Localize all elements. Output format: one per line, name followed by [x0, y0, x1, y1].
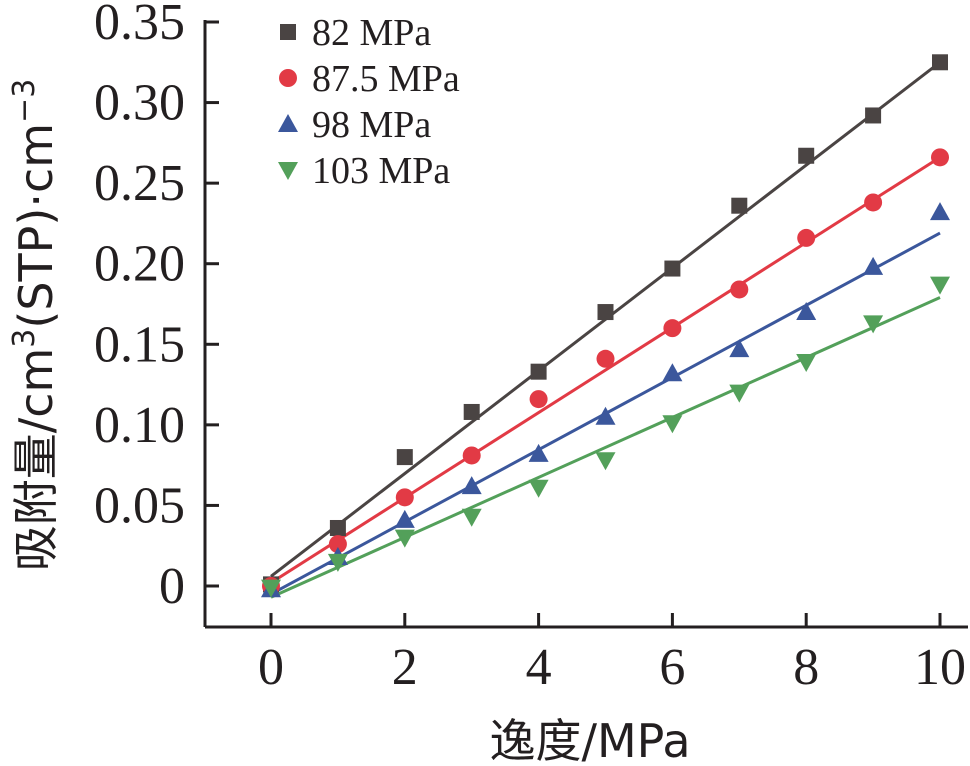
data-point-82-mpa — [597, 304, 614, 321]
data-point-82-mpa — [731, 197, 748, 214]
data-point-103-mpa — [662, 415, 683, 434]
data-point-103-mpa — [595, 452, 616, 471]
data-point-103-mpa — [796, 354, 817, 373]
legend-label-82-mpa: 82 MPa — [312, 12, 431, 54]
x-tick-label: 0 — [258, 639, 284, 696]
data-point-98-mpa — [796, 302, 817, 321]
legend-marker-98-mpa — [278, 114, 298, 132]
y-tick-label: 0.35 — [94, 0, 185, 51]
legend-marker-103-mpa — [278, 162, 298, 180]
legend-marker-82-mpa — [280, 24, 296, 40]
x-ticks: 0 2 4 6 8 10 — [258, 613, 966, 696]
data-point-98-mpa — [662, 363, 683, 382]
data-point-87-5-mpa — [328, 535, 347, 554]
data-point-103-mpa — [729, 384, 750, 403]
data-point-87-5-mpa — [462, 446, 481, 465]
data-point-87-5-mpa — [730, 280, 749, 299]
axes — [203, 20, 968, 629]
data-point-87-5-mpa — [395, 488, 414, 507]
y-tick-label: 0.20 — [94, 236, 185, 293]
data-point-98-mpa — [863, 256, 884, 275]
data-point-103-mpa — [461, 508, 482, 527]
data-point-98-mpa — [729, 339, 750, 358]
data-point-82-mpa — [329, 519, 346, 536]
legend-marker-87-5-mpa — [279, 69, 297, 87]
data-point-82-mpa — [463, 403, 480, 420]
data-point-103-mpa — [528, 479, 549, 498]
data-point-87-5-mpa — [529, 390, 548, 409]
data-point-87-5-mpa — [596, 349, 615, 368]
data-point-103-mpa — [261, 579, 281, 598]
y-axis-title-sup2: −3 — [7, 79, 42, 123]
data-point-82-mpa — [530, 363, 547, 380]
data-point-87-5-mpa — [797, 228, 816, 247]
legend-label-103-mpa: 103 MPa — [312, 150, 450, 192]
data-point-82-mpa — [798, 147, 815, 164]
y-axis-title: 吸附量/cm3(STP)·cm−3 — [7, 79, 63, 572]
x-tick-label: 8 — [793, 639, 819, 696]
y-axis-title-unit: (STP)·cm — [9, 123, 63, 329]
y-axis-title-main: 吸附量/cm — [9, 348, 63, 572]
y-tick-label: 0.10 — [94, 397, 185, 454]
x-axis-title: 逸度/MPa — [489, 714, 690, 766]
data-point-87-5-mpa — [663, 319, 682, 338]
y-tick-label: 0.05 — [94, 477, 185, 534]
data-point-87-5-mpa — [864, 193, 883, 212]
data-point-103-mpa — [327, 553, 348, 572]
x-tick-label: 6 — [659, 639, 685, 696]
y-tick-label: 0.25 — [94, 155, 185, 212]
data-point-82-mpa — [932, 54, 948, 71]
data-point-98-mpa — [930, 202, 950, 221]
data-point-82-mpa — [396, 449, 413, 466]
y-tick-label: 0.30 — [94, 75, 185, 132]
fit-line-103-mpa — [270, 296, 941, 599]
markers — [261, 54, 950, 598]
x-tick-label: 10 — [914, 639, 966, 696]
data-point-103-mpa — [930, 276, 950, 295]
y-tick-label: 0.15 — [94, 316, 185, 373]
legend-label-87-5-mpa: 87.5 MPa — [312, 58, 460, 100]
fit-line-87-5-mpa — [270, 156, 941, 585]
y-axis-title-sup1: 3 — [7, 329, 42, 348]
data-point-98-mpa — [528, 443, 549, 462]
data-point-98-mpa — [461, 476, 482, 495]
x-tick-label: 4 — [526, 639, 552, 696]
legend-label-98-mpa: 98 MPa — [312, 104, 431, 146]
data-point-98-mpa — [394, 509, 415, 528]
x-tick-label: 2 — [392, 639, 418, 696]
y-tick-label: 0 — [159, 558, 185, 615]
data-point-103-mpa — [863, 315, 884, 334]
data-point-87-5-mpa — [931, 148, 949, 167]
y-ticks: 0 0.05 0.10 0.15 0.20 0.25 0.30 0.35 — [94, 0, 219, 615]
data-point-98-mpa — [595, 406, 616, 425]
data-point-82-mpa — [664, 260, 681, 277]
data-point-103-mpa — [394, 529, 415, 548]
data-point-82-mpa — [865, 107, 882, 124]
